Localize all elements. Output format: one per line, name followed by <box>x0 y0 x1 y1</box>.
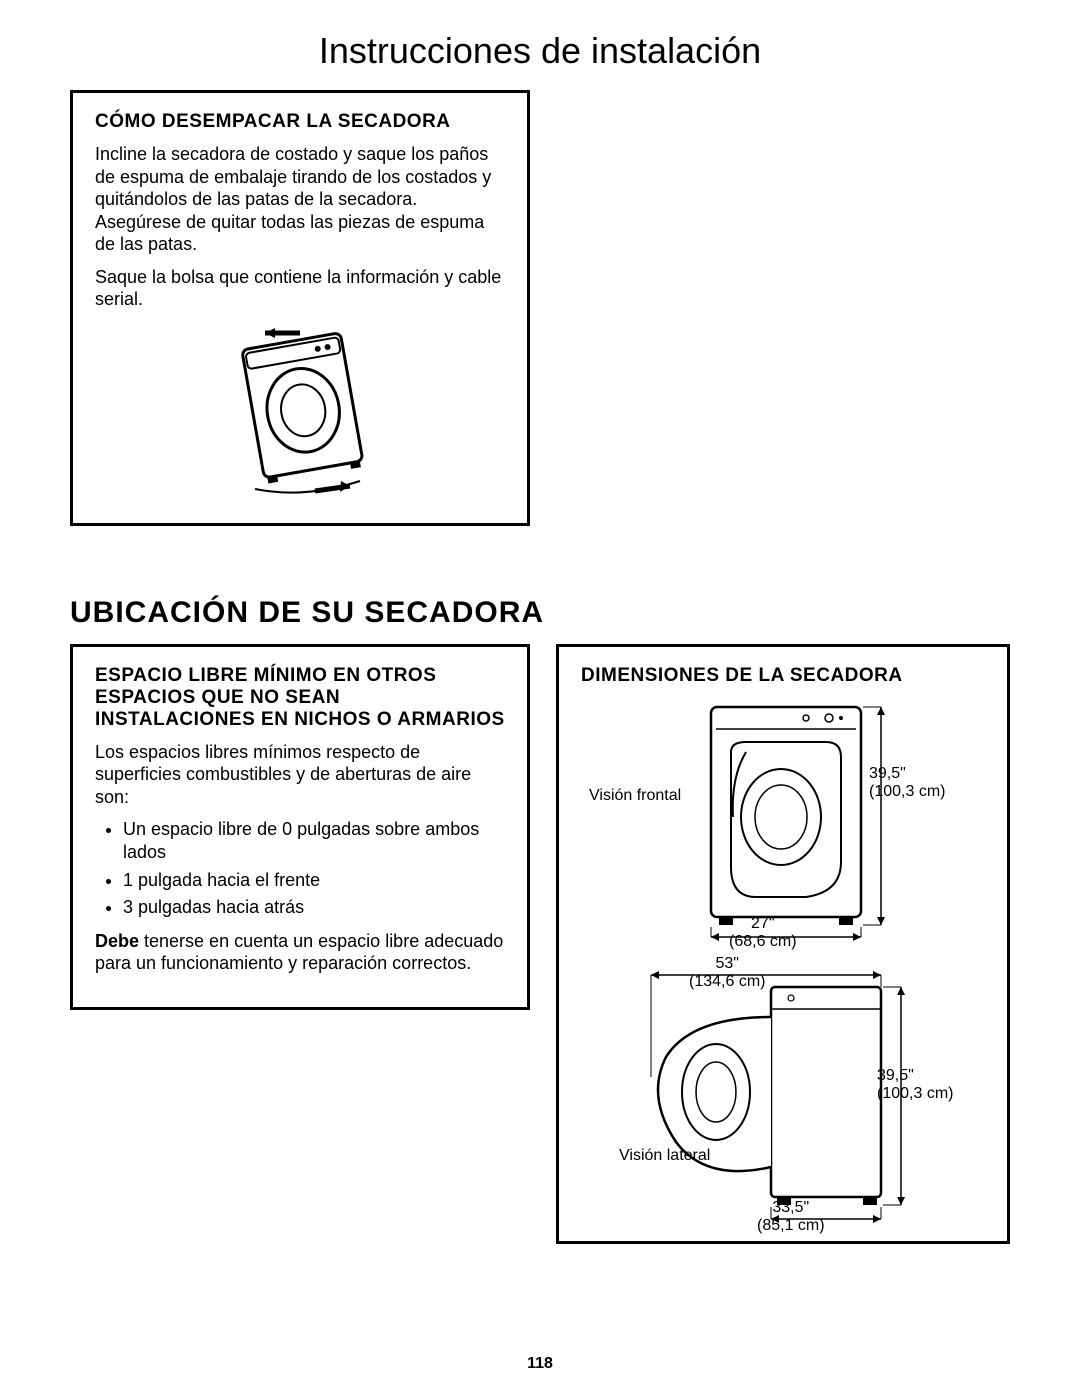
height-cm: (100,3 cm) <box>869 783 945 800</box>
side-view-label: Visión lateral <box>619 1147 710 1165</box>
front-view-label: Visión frontal <box>589 787 681 805</box>
depth-in: 33,5" <box>772 1199 809 1216</box>
page-number: 118 <box>0 1355 1080 1373</box>
unpack-illustration <box>210 321 390 501</box>
unpack-p2: Saque la bolsa que contiene la informaci… <box>95 266 505 311</box>
location-section-title: UBICACIÓN DE SU SECADORA <box>70 596 1010 630</box>
height2-in: 39,5" <box>877 1067 914 1084</box>
clearance-bullets: Un espacio libre de 0 pulgadas sobre amb… <box>123 818 505 920</box>
dimensions-heading: DIMENSIONES DE LA SECADORA <box>581 665 985 687</box>
height-in: 39,5" <box>869 765 906 782</box>
clearance-heading: ESPACIO LIBRE MÍNIMO EN OTROS ESPACIOS Q… <box>95 665 505 731</box>
height2-cm: (100,3 cm) <box>877 1085 953 1102</box>
dimensions-box: DIMENSIONES DE LA SECADORA <box>556 644 1010 1244</box>
clearance-note-strong: Debe <box>95 931 139 951</box>
unpack-p1: Incline la secadora de costado y saque l… <box>95 143 505 256</box>
width-cm: (68,6 cm) <box>729 933 797 950</box>
width-in: 27" <box>751 915 774 932</box>
depth-cm: (85,1 cm) <box>757 1217 825 1234</box>
page-title: Instrucciones de instalación <box>70 30 1010 72</box>
clearance-bullet: Un espacio libre de 0 pulgadas sobre amb… <box>123 818 505 865</box>
clearance-box: ESPACIO LIBRE MÍNIMO EN OTROS ESPACIOS Q… <box>70 644 530 1010</box>
clearance-bullet: 3 pulgadas hacia atrás <box>123 896 505 919</box>
unpack-heading: CÓMO DESEMPACAR LA SECADORA <box>95 111 505 133</box>
clearance-intro: Los espacios libres mínimos respecto de … <box>95 741 505 809</box>
clearance-bullet: 1 pulgada hacia el frente <box>123 869 505 892</box>
clearance-note-rest: tenerse en cuenta un espacio libre adecu… <box>95 931 503 974</box>
unpack-box: CÓMO DESEMPACAR LA SECADORA Incline la s… <box>70 90 530 526</box>
clearance-note: Debe tenerse en cuenta un espacio libre … <box>95 930 505 975</box>
door-open-cm: (134,6 cm) <box>689 973 765 990</box>
door-open-in: 53" <box>715 955 738 972</box>
